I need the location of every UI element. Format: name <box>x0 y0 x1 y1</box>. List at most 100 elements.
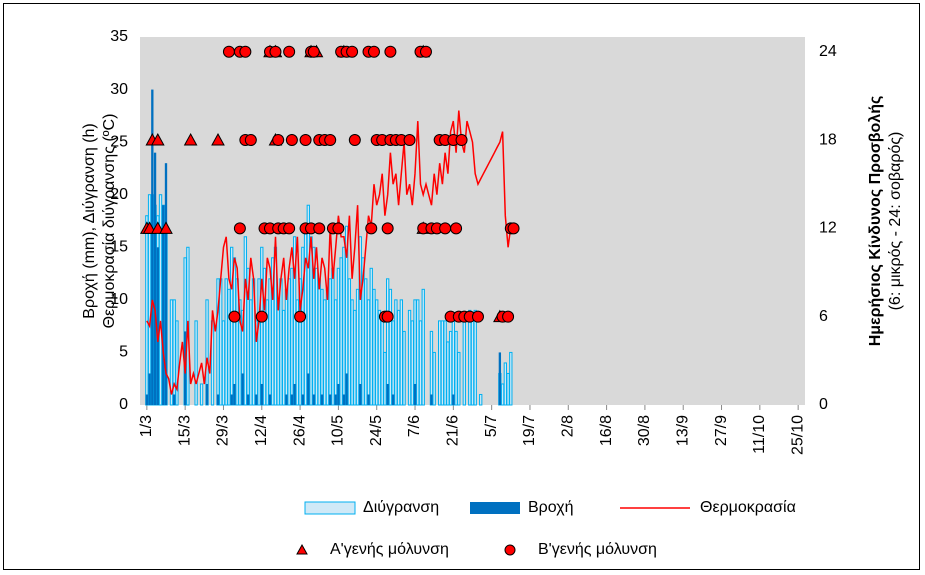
bar <box>386 383 389 405</box>
bar <box>337 383 340 405</box>
bar <box>347 278 352 406</box>
bar <box>328 278 332 406</box>
bar <box>350 299 354 406</box>
bar <box>194 320 198 406</box>
bar <box>380 320 384 406</box>
bar <box>153 152 157 405</box>
marker-circle <box>239 45 252 58</box>
x-tick-label: 19/7 <box>521 415 538 446</box>
bar <box>268 278 272 406</box>
bar <box>473 309 477 406</box>
y-tick-label: 30 <box>110 81 128 98</box>
bar <box>506 372 510 406</box>
bar <box>279 278 283 406</box>
bar <box>394 299 398 406</box>
bar <box>443 320 447 406</box>
x-tick-label: 7/6 <box>406 415 423 437</box>
bar <box>342 394 346 405</box>
bar <box>432 351 436 406</box>
marker-circle <box>403 134 416 147</box>
bar <box>413 383 417 405</box>
bar <box>287 278 291 406</box>
marker-circle <box>283 222 296 235</box>
bar <box>372 288 376 406</box>
marker-circle <box>299 134 312 147</box>
marker-circle <box>255 310 268 323</box>
bar <box>221 320 226 406</box>
marker-circle <box>419 45 432 58</box>
x-tick-label: 30/8 <box>636 415 653 446</box>
bar <box>331 267 335 406</box>
bar <box>339 257 343 406</box>
marker-circle <box>307 45 320 58</box>
bar <box>290 394 294 405</box>
bar <box>429 330 434 406</box>
bar <box>249 299 253 406</box>
bar <box>255 394 258 405</box>
bar <box>503 362 508 406</box>
bar <box>410 320 414 406</box>
marker-circle <box>365 222 378 235</box>
y-tick-label: 5 <box>119 344 128 361</box>
bar <box>355 288 360 406</box>
marker-circle <box>439 222 452 235</box>
marker-circle <box>272 134 285 147</box>
bar <box>323 299 327 406</box>
y-tick-label: 15 <box>110 239 128 256</box>
bar <box>468 309 472 406</box>
bar <box>156 247 159 405</box>
marker-circle <box>222 45 235 58</box>
bar <box>430 394 433 405</box>
marker-circle <box>381 222 394 235</box>
marker-circle <box>228 310 241 323</box>
bar <box>227 288 231 406</box>
marker-triangle <box>159 221 173 234</box>
bar <box>440 320 445 406</box>
legend-swatch <box>296 543 308 555</box>
marker-circle <box>269 45 282 58</box>
marker-circle <box>244 134 257 147</box>
legend-label: Β'γενής μόλυνση <box>538 541 657 558</box>
bar <box>353 309 357 406</box>
bar <box>243 236 248 406</box>
bar <box>173 394 176 405</box>
y2-tick-label: 6 <box>819 308 828 325</box>
marker-triangle <box>142 221 157 234</box>
bar <box>452 394 455 405</box>
bar <box>500 383 505 406</box>
bar <box>290 267 294 406</box>
bar <box>164 163 168 405</box>
x-tick-label: 15/3 <box>176 415 193 446</box>
marker-circle <box>324 134 337 147</box>
bar <box>230 246 234 406</box>
bar <box>314 267 319 406</box>
bar <box>175 320 179 406</box>
marker-circle <box>367 45 380 58</box>
marker-circle <box>348 134 361 147</box>
marker-circle <box>233 222 246 235</box>
legend-swatch <box>504 544 516 556</box>
marker-circle <box>332 222 345 235</box>
bar <box>509 351 513 406</box>
bar <box>246 394 250 405</box>
bar <box>312 394 315 405</box>
bar <box>383 351 387 406</box>
marker-circle <box>502 310 515 323</box>
y-axis-title: Θερμοκρασία διύγρανσης (ºC) <box>101 114 118 329</box>
bar <box>451 320 456 406</box>
x-tick-label: 21/6 <box>445 415 462 446</box>
bar <box>367 394 370 405</box>
y2-axis-title: Ημερήσιος Κίνδυνος Προσβολής <box>867 96 884 347</box>
marker-triangle <box>150 132 165 146</box>
bar <box>301 394 304 405</box>
bar <box>375 299 379 406</box>
bar <box>293 383 296 405</box>
bar <box>199 383 204 406</box>
bar <box>498 352 502 405</box>
bar <box>241 373 244 405</box>
y2-tick-label: 0 <box>819 396 828 413</box>
bar <box>205 383 209 405</box>
y2-tick-label: 24 <box>819 43 837 60</box>
marker-triangle <box>211 132 225 146</box>
